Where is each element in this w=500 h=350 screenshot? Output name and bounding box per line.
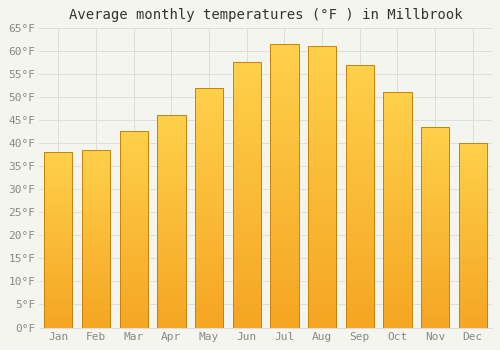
Bar	[421, 127, 450, 328]
Bar	[82, 150, 110, 328]
Title: Average monthly temperatures (°F ) in Millbrook: Average monthly temperatures (°F ) in Mi…	[69, 8, 462, 22]
Bar	[120, 132, 148, 328]
Bar	[346, 64, 374, 328]
Bar	[384, 92, 411, 328]
Bar	[158, 115, 186, 328]
Bar	[44, 152, 72, 328]
Bar	[232, 62, 261, 328]
Bar	[195, 88, 223, 328]
Bar	[308, 46, 336, 328]
Bar	[458, 143, 487, 328]
Bar	[270, 44, 298, 328]
